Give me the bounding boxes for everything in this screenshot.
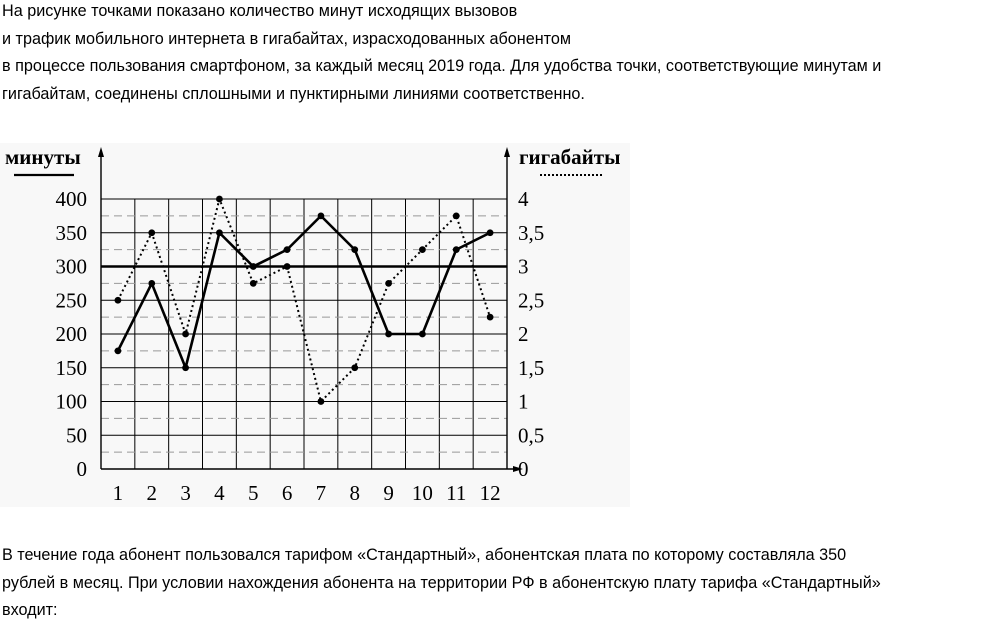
minutes-point <box>317 212 325 220</box>
gigabytes-point <box>283 263 291 270</box>
x-tick-label: 2 <box>147 481 158 505</box>
gigabytes-point <box>419 246 426 254</box>
minutes-line <box>116 214 491 370</box>
gigabytes-point <box>452 212 460 220</box>
gigabytes-point <box>317 398 325 405</box>
x-tick-label: 3 <box>180 481 191 505</box>
right-axis-arrow <box>504 147 510 157</box>
x-tick-label: 12 <box>480 481 501 505</box>
y-tick-label-right: 1 <box>518 390 529 414</box>
x-tick-label: 4 <box>214 481 225 505</box>
minutes-point <box>452 246 460 254</box>
y-tick-label-left: 300 <box>56 255 88 279</box>
gigabytes-point <box>351 364 359 372</box>
gigabytes-point <box>385 279 392 287</box>
intro-line: На рисунке точками показано количество м… <box>2 2 518 20</box>
x-tick-label: 9 <box>383 481 394 505</box>
y-tick-label-right: 2,5 <box>518 288 544 312</box>
minutes-point <box>114 347 122 355</box>
y-tick-label-right: 0,5 <box>518 423 544 447</box>
minutes-point <box>182 364 189 372</box>
outro-line: входит: <box>2 601 58 619</box>
intro-line: гигабайтам, соединены сплошными и пункти… <box>2 84 585 103</box>
y-tick-label-left: 250 <box>56 288 88 312</box>
minutes-point <box>148 279 156 287</box>
y-tick-label-left: 350 <box>56 221 88 245</box>
x-tick-label: 7 <box>316 481 327 505</box>
left-axis-arrow <box>98 147 104 157</box>
y-tick-label-right: 0 <box>518 457 529 481</box>
gigabytes-point <box>486 313 494 321</box>
y-axis-title-left: минуты <box>5 145 81 169</box>
y-tick-label-right: 3 <box>518 255 529 279</box>
minutes-point <box>283 246 291 254</box>
y-tick-label-right: 3,5 <box>518 221 544 245</box>
y-tick-label-right: 4 <box>518 187 529 211</box>
gigabytes-point <box>114 296 122 304</box>
x-axis-arrow <box>513 466 523 472</box>
gigabytes-point <box>249 279 257 287</box>
x-tick-label: 1 <box>113 481 124 505</box>
gigabytes-point <box>182 330 189 338</box>
x-tick-label: 10 <box>412 481 433 505</box>
intro-line: в процессе пользования смартфоном, за ка… <box>2 57 882 75</box>
minutes-point <box>486 229 494 237</box>
minutes-point <box>216 229 223 237</box>
minutes-point <box>419 330 426 338</box>
outro-text: В течение года абонент пользовался тариф… <box>2 542 1000 625</box>
y-tick-label-left: 150 <box>56 356 88 380</box>
y-tick-label-left: 50 <box>66 423 87 447</box>
chart-svg: 0 50 100 150 200 250 300 350 400 0 0,5 1 1,5 2 2,5 3 3,5… <box>5 145 620 505</box>
y-tick-label-left: 0 <box>77 457 88 481</box>
minutes-point <box>351 246 359 254</box>
intro-line: и трафик мобильного интернета в гигабайт… <box>2 29 572 48</box>
outro-line: В течение года абонент пользовался тариф… <box>2 546 847 564</box>
y-tick-label-left: 400 <box>56 187 88 211</box>
y-tick-label-right: 1,5 <box>518 356 544 380</box>
y-axis-title-right: гигабайты <box>519 145 620 169</box>
minutes-point <box>249 263 257 270</box>
intro-text: На рисунке точками показано количество м… <box>2 0 1000 108</box>
y-tick-label-left: 200 <box>56 322 88 346</box>
y-tick-label-right: 2 <box>518 322 529 346</box>
gigabytes-point <box>216 195 223 203</box>
x-tick-label: 8 <box>350 481 361 505</box>
minutes-point <box>385 330 392 338</box>
x-tick-label: 11 <box>446 481 466 505</box>
chart: 0 50 100 150 200 250 300 350 400 0 0,5 1 1,5 2 2,5 3 3,5… <box>0 143 630 507</box>
gigabytes-point <box>148 229 156 237</box>
x-tick-label: 6 <box>282 481 293 505</box>
outro-line: рублей в месяц. При условии нахождения а… <box>2 573 881 592</box>
x-tick-label: 5 <box>248 481 259 505</box>
y-tick-label-left: 100 <box>56 390 88 414</box>
